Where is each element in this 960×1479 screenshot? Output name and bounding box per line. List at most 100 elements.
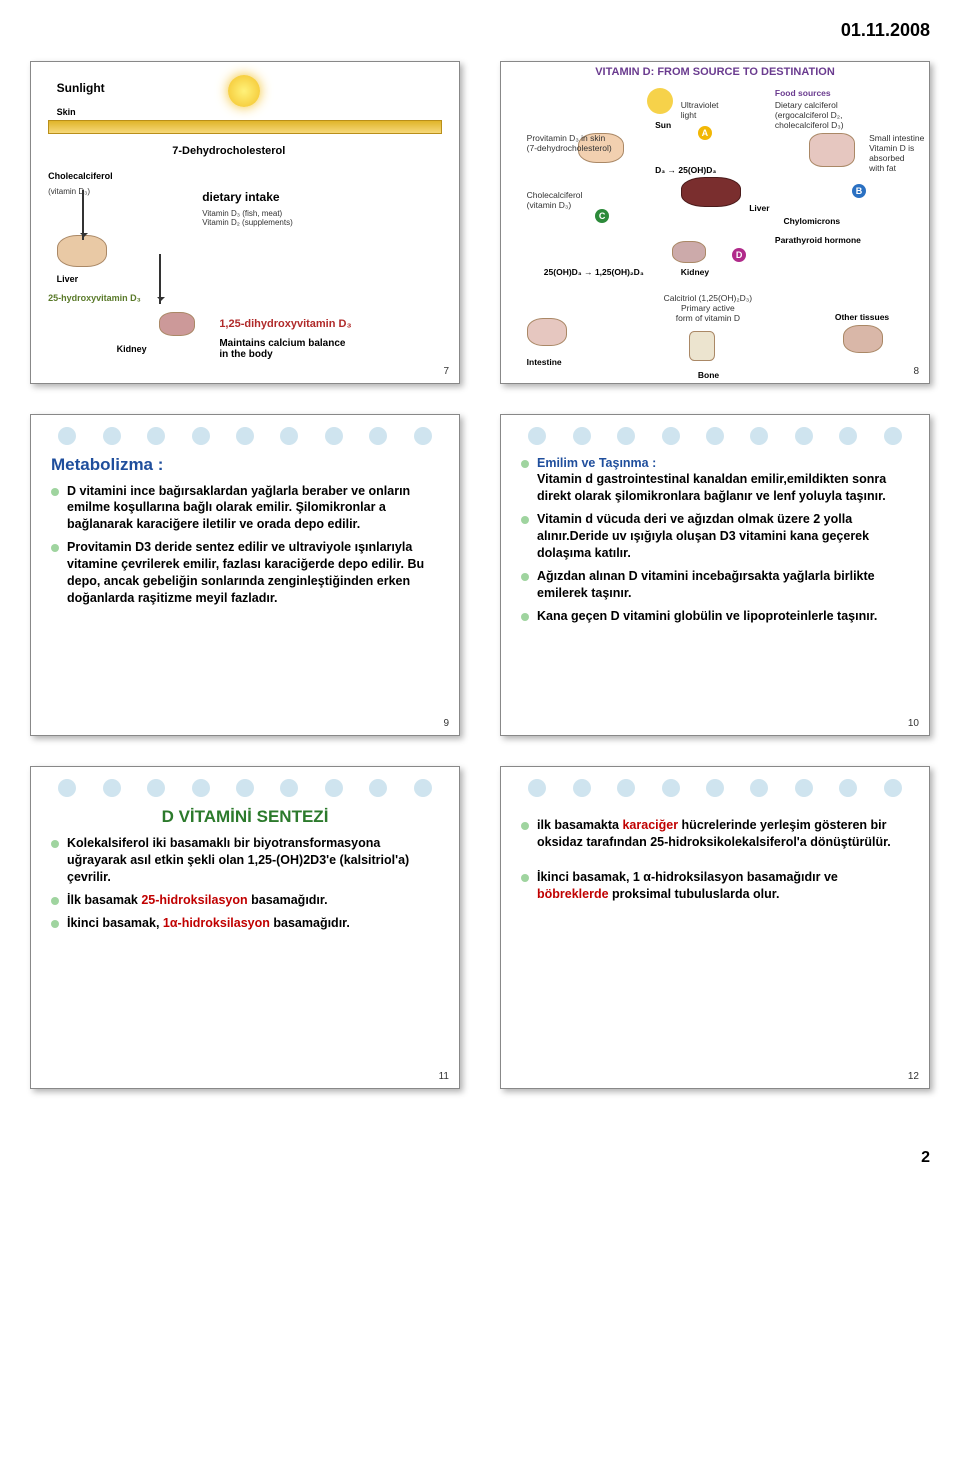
deco-dots xyxy=(501,427,929,445)
deco-dots xyxy=(31,427,459,445)
tissue-icon xyxy=(843,325,883,353)
bullet-item: D vitamini ince bağırsaklardan yağlarla … xyxy=(51,483,439,534)
slide-12: ilk basamakta karaciğer hücrelerinde yer… xyxy=(500,766,930,1089)
label-kidney: Kidney xyxy=(681,267,709,277)
label-chylo: Chylomicrons xyxy=(783,216,840,226)
label-food: Food sources xyxy=(775,88,831,98)
slide-9: Metabolizma : D vitamini ince bağırsakla… xyxy=(30,414,460,737)
dot-icon xyxy=(662,427,680,445)
dot-icon xyxy=(414,779,432,797)
dot-icon xyxy=(103,779,121,797)
label-small-int: Small intestine Vitamin D is absorbed wi… xyxy=(869,133,924,173)
kidney-icon xyxy=(159,312,195,336)
page-number: 2 xyxy=(30,1129,930,1167)
slide-content: D VİTAMİNİ SENTEZİ Kolekalsiferol iki ba… xyxy=(51,807,439,1062)
vitamin-d-diagram: Sunlight Skin 7-Dehydrocholesterol Chole… xyxy=(31,62,459,383)
bullet-item: Emilim ve Taşınma :Vitamin d gastrointes… xyxy=(521,455,909,506)
arrow-icon xyxy=(82,190,84,240)
label-chole: Cholecalciferol (vitamin D₃) xyxy=(527,190,583,210)
slide-number: 7 xyxy=(443,366,449,377)
label-liver: Liver xyxy=(749,203,769,213)
sun-icon xyxy=(228,75,260,107)
bullet-red: 1α-hidroksilasyon xyxy=(163,916,270,930)
label-skin: Skin xyxy=(57,107,76,117)
badge-d: D xyxy=(732,248,746,262)
dot-icon xyxy=(103,427,121,445)
slide-content: ilk basamakta karaciğer hücrelerinde yer… xyxy=(521,817,909,1062)
skin-bar xyxy=(48,120,442,134)
label-intestine: Intestine xyxy=(527,357,562,367)
dot-icon xyxy=(58,779,76,797)
dot-icon xyxy=(573,427,591,445)
bullet-item: ilk basamakta karaciğer hücrelerinde yer… xyxy=(521,817,909,851)
label-25oh: 25-hydroxyvitamin D₃ xyxy=(48,293,141,303)
label-chole: Cholecalciferol xyxy=(48,171,113,181)
label-pth: Parathyroid hormone xyxy=(775,235,861,245)
liver-icon xyxy=(681,177,741,207)
label-dehydro: 7-Dehydrocholesterol xyxy=(172,145,285,157)
document-page: 01.11.2008 Sunlight Skin 7-Dehydrocholes… xyxy=(0,0,960,1197)
vitamin-d-pathway: VITAMIN D: FROM SOURCE TO DESTINATION Su… xyxy=(501,62,929,383)
dot-icon xyxy=(662,779,680,797)
dot-icon xyxy=(750,427,768,445)
bullet-item: Provitamin D3 deride sentez edilir ve ul… xyxy=(51,539,439,607)
dot-icon xyxy=(617,779,635,797)
label-oh25: 25(OH)D₃ → 1,25(OH)₂D₃ xyxy=(544,267,644,277)
dot-icon xyxy=(884,779,902,797)
slide-11: D VİTAMİNİ SENTEZİ Kolekalsiferol iki ba… xyxy=(30,766,460,1089)
dot-icon xyxy=(369,427,387,445)
header-date: 01.11.2008 xyxy=(30,10,930,61)
dot-icon xyxy=(839,427,857,445)
deco-dots xyxy=(501,779,929,797)
slide-number: 11 xyxy=(439,1071,449,1082)
bullet-list: Kolekalsiferol iki basamaklı bir biyotra… xyxy=(51,835,439,931)
bullet-item: İkinci basamak, 1α-hidroksilasyon basama… xyxy=(51,915,439,932)
slides-grid: Sunlight Skin 7-Dehydrocholesterol Chole… xyxy=(30,61,930,1089)
bullet-list: Emilim ve Taşınma :Vitamin d gastrointes… xyxy=(521,455,909,625)
bullet-item: İlk basamak 25-hidroksilasyon basamağıdı… xyxy=(51,892,439,909)
slide-number: 8 xyxy=(913,366,919,377)
bullet-item: İkinci basamak, 1 α-hidroksilasyon basam… xyxy=(521,869,909,903)
dot-icon xyxy=(795,779,813,797)
dot-icon xyxy=(280,779,298,797)
slide-title: Metabolizma : xyxy=(51,455,439,475)
slide-content: Emilim ve Taşınma :Vitamin d gastrointes… xyxy=(521,455,909,710)
bullet-text: Vitamin d gastrointestinal kanaldan emil… xyxy=(537,472,886,503)
badge-b: B xyxy=(852,184,866,198)
intestine2-icon xyxy=(527,318,567,346)
label-dietary-sub: Vitamin D₃ (fish, meat) Vitamin D₂ (supp… xyxy=(202,209,293,227)
dot-icon xyxy=(236,427,254,445)
label-kidney: Kidney xyxy=(117,344,147,354)
bullet-pre: İlk basamak xyxy=(67,893,141,907)
slide-number: 12 xyxy=(908,1071,919,1082)
bullet-list: ilk basamakta karaciğer hücrelerinde yer… xyxy=(521,817,909,903)
dot-icon xyxy=(528,427,546,445)
bullet-list: D vitamini ince bağırsaklardan yağlarla … xyxy=(51,483,439,607)
bullet-item: Kana geçen D vitamini globülin ve lipopr… xyxy=(521,608,909,625)
bullet-pre: Kolekalsiferol iki basamaklı bir biyotra… xyxy=(67,836,409,884)
bullet-item: Vitamin d vücuda deri ve ağızdan olmak ü… xyxy=(521,511,909,562)
arrow-icon xyxy=(159,254,161,304)
dot-icon xyxy=(528,779,546,797)
label-dihydroxy: 1,25-dihydroxyvitamin D₃ xyxy=(219,318,351,330)
dot-icon xyxy=(706,427,724,445)
label-maintains: Maintains calcium balance in the body xyxy=(219,338,345,360)
dot-icon xyxy=(192,779,210,797)
slide-content: Metabolizma : D vitamini ince bağırsakla… xyxy=(51,455,439,710)
dot-icon xyxy=(325,779,343,797)
label-food-sub: Dietary calciferol (ergocalciferol D₂, c… xyxy=(775,100,844,130)
bullet-red: 25-hidroksilasyon xyxy=(141,893,247,907)
slide-number: 9 xyxy=(443,718,449,729)
slide-10: Emilim ve Taşınma :Vitamin d gastrointes… xyxy=(500,414,930,737)
kidney-icon xyxy=(672,241,706,263)
dot-icon xyxy=(573,779,591,797)
dot-icon xyxy=(325,427,343,445)
bullet-red: böbreklerde xyxy=(537,887,609,901)
bullet-pre: ilk basamakta xyxy=(537,818,622,832)
badge-a: A xyxy=(698,126,712,140)
label-liver: Liver xyxy=(57,274,79,284)
dot-icon xyxy=(617,427,635,445)
bullet-item: Ağızdan alınan D vitamini incebağırsakta… xyxy=(521,568,909,602)
dot-icon xyxy=(280,427,298,445)
label-sunlight: Sunlight xyxy=(57,81,105,95)
